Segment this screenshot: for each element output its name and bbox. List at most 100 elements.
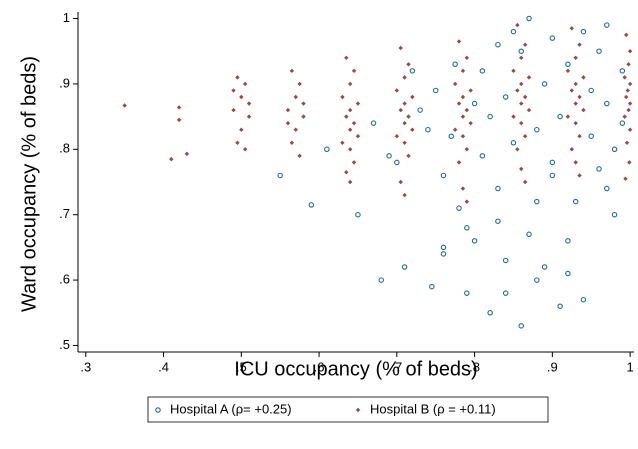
- point: [460, 134, 466, 139]
- point: [604, 22, 610, 28]
- point: [242, 81, 248, 87]
- point: [394, 134, 400, 139]
- point: [619, 120, 626, 126]
- point: [479, 68, 486, 74]
- point: [355, 101, 361, 106]
- y-tick-label: .6: [59, 272, 70, 287]
- point: [344, 114, 349, 119]
- point: [122, 103, 127, 108]
- point: [464, 199, 470, 204]
- point: [347, 81, 353, 87]
- point: [440, 244, 447, 251]
- point: [460, 186, 466, 191]
- point: [572, 198, 579, 205]
- point: [464, 107, 470, 113]
- point: [406, 153, 411, 159]
- point: [519, 120, 524, 126]
- point: [604, 100, 610, 107]
- point: [526, 75, 532, 80]
- point: [235, 140, 240, 145]
- point: [429, 283, 435, 290]
- point: [410, 127, 415, 132]
- point: [619, 68, 626, 74]
- point: [519, 81, 524, 87]
- point: [502, 94, 509, 100]
- point: [522, 134, 528, 139]
- point: [611, 211, 618, 218]
- y-tick-label: .8: [59, 141, 70, 156]
- point: [624, 32, 629, 38]
- point: [351, 160, 357, 165]
- point: [495, 218, 501, 224]
- legend-label: Hospital B (ρ = +0.11): [370, 401, 496, 416]
- point: [495, 185, 501, 192]
- point: [627, 101, 633, 106]
- point: [464, 290, 470, 296]
- point: [351, 68, 357, 74]
- point: [176, 117, 182, 123]
- point: [406, 62, 411, 67]
- point: [394, 88, 400, 93]
- point: [522, 179, 528, 185]
- point: [569, 26, 574, 31]
- point: [401, 264, 408, 270]
- point: [573, 101, 578, 106]
- point: [626, 107, 631, 113]
- point: [604, 185, 610, 192]
- point: [231, 88, 236, 93]
- point: [402, 140, 407, 145]
- y-tick-label: .9: [59, 75, 70, 90]
- point: [626, 62, 631, 67]
- point: [239, 94, 244, 100]
- point: [464, 147, 470, 152]
- point: [502, 290, 509, 296]
- point: [622, 114, 627, 119]
- point: [518, 48, 524, 54]
- point: [239, 127, 244, 132]
- point: [580, 296, 587, 303]
- point: [293, 127, 298, 132]
- x-tick-label: .5: [236, 359, 247, 374]
- x-tick-label: .6: [314, 359, 325, 374]
- point: [242, 147, 248, 152]
- point: [522, 42, 528, 47]
- legend-marker: [355, 407, 361, 413]
- point: [519, 101, 524, 106]
- point: [526, 231, 532, 238]
- point: [569, 88, 574, 93]
- point: [541, 81, 548, 87]
- point: [519, 166, 524, 172]
- point: [577, 134, 582, 139]
- point: [510, 140, 517, 146]
- point: [565, 114, 571, 119]
- point: [285, 120, 291, 126]
- point: [432, 87, 439, 94]
- point: [565, 68, 571, 74]
- point: [479, 153, 486, 159]
- point: [456, 160, 462, 165]
- point: [351, 120, 357, 126]
- point: [324, 146, 330, 153]
- x-tick-label: .8: [469, 359, 480, 374]
- point: [289, 68, 295, 74]
- point: [386, 153, 392, 159]
- point: [347, 127, 353, 132]
- x-tick-label: .4: [158, 359, 169, 374]
- point: [301, 101, 306, 106]
- x-axis-title: ICU occupancy (% of beds): [234, 358, 477, 380]
- point: [588, 87, 594, 94]
- point: [581, 107, 586, 113]
- point: [495, 41, 501, 48]
- point: [440, 251, 447, 257]
- point: [515, 147, 520, 152]
- point: [425, 126, 431, 133]
- point: [464, 225, 470, 231]
- point: [596, 166, 602, 172]
- point: [627, 49, 633, 54]
- point: [565, 238, 571, 244]
- point: [231, 107, 236, 113]
- point: [573, 55, 578, 60]
- legend-marker: [155, 407, 161, 413]
